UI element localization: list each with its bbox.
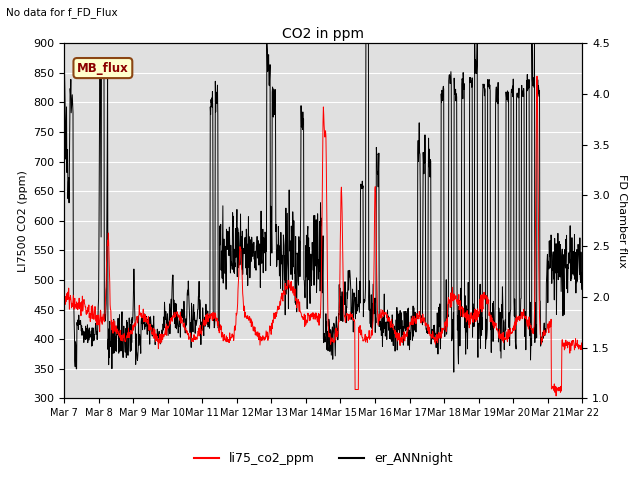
li75_co2_ppm [471,306,479,312]
er_ANNnight [472,59,479,64]
er_ANNnight [579,270,586,276]
er_ANNnight [450,369,458,375]
li75_co2_ppm [163,333,170,338]
er_ANNnight [175,319,183,325]
Y-axis label: FD Chamber flux: FD Chamber flux [616,174,627,268]
li75_co2_ppm [234,307,241,312]
er_ANNnight [263,40,271,46]
Line: li75_co2_ppm: li75_co2_ppm [64,76,582,396]
Text: No data for f_FD_Flux: No data for f_FD_Flux [6,7,118,18]
Text: MB_flux: MB_flux [77,61,129,74]
Title: CO2 in ppm: CO2 in ppm [282,27,364,41]
er_ANNnight [163,326,170,332]
er_ANNnight [404,306,412,312]
Legend: li75_co2_ppm, er_ANNnight: li75_co2_ppm, er_ANNnight [189,447,458,470]
er_ANNnight [60,91,68,96]
li75_co2_ppm [403,325,411,331]
li75_co2_ppm [579,347,586,352]
er_ANNnight [234,274,241,279]
Y-axis label: LI7500 CO2 (ppm): LI7500 CO2 (ppm) [17,170,28,272]
er_ANNnight [518,83,525,88]
li75_co2_ppm [175,314,183,320]
Line: er_ANNnight: er_ANNnight [64,43,582,372]
li75_co2_ppm [517,315,525,321]
li75_co2_ppm [533,73,541,79]
li75_co2_ppm [60,292,68,298]
li75_co2_ppm [552,393,560,399]
